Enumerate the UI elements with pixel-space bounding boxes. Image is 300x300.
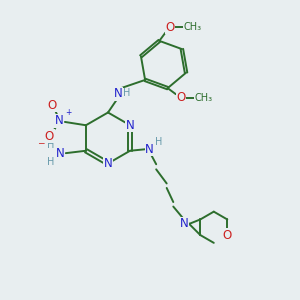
Text: H: H [155, 137, 162, 147]
Text: N: N [56, 147, 65, 160]
Text: O: O [48, 99, 57, 112]
Text: H: H [47, 157, 55, 167]
Text: H: H [47, 140, 55, 150]
Text: N: N [179, 217, 188, 230]
Text: O: O [165, 21, 175, 34]
Text: N: N [126, 119, 134, 132]
Text: CH₃: CH₃ [183, 22, 201, 32]
Text: CH₃: CH₃ [195, 93, 213, 103]
Text: N: N [55, 114, 63, 127]
Text: O: O [45, 130, 54, 143]
Text: +: + [65, 108, 71, 117]
Text: −: − [37, 138, 44, 147]
Text: N: N [145, 143, 154, 156]
Text: N: N [114, 87, 123, 101]
Text: O: O [176, 91, 186, 104]
Text: H: H [123, 88, 130, 98]
Text: N: N [103, 157, 112, 170]
Text: O: O [223, 229, 232, 242]
